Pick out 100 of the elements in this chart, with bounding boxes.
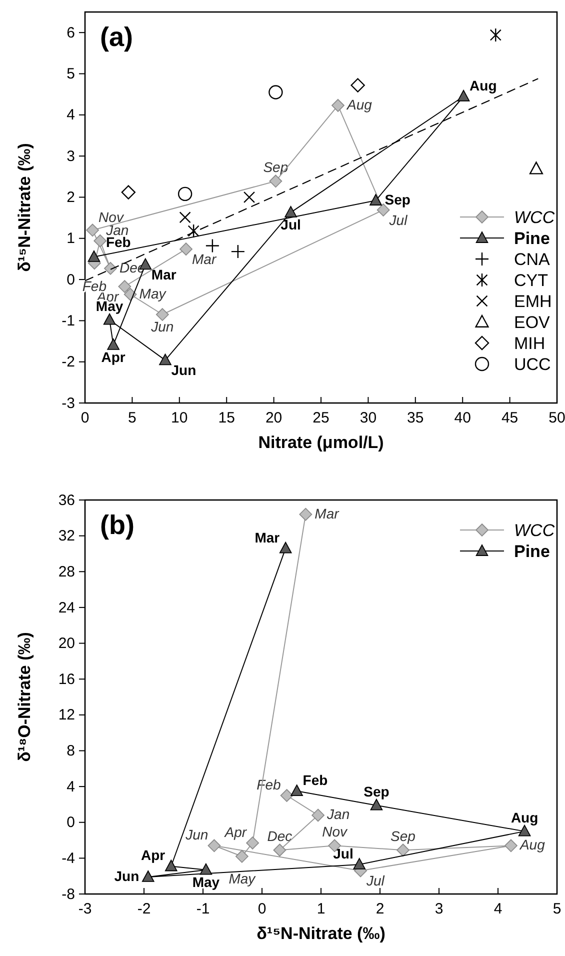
annotation: Aug — [470, 77, 497, 94]
x-tick-label: 3 — [434, 900, 444, 918]
point — [243, 191, 256, 204]
annotation: Jul — [388, 212, 408, 228]
point — [205, 238, 220, 253]
annotation: Jun — [171, 362, 196, 378]
annotation: Jun — [114, 868, 140, 884]
point — [246, 836, 260, 850]
x-tick-label: -3 — [78, 900, 92, 918]
x-tick-label: 40 — [454, 410, 471, 427]
y-tick-label: 4 — [66, 778, 75, 796]
point — [104, 262, 117, 275]
x-tick-label: -2 — [137, 900, 151, 918]
point — [290, 784, 303, 796]
point — [159, 354, 172, 366]
point — [179, 212, 191, 224]
annotation: Mar — [314, 505, 340, 522]
annotation: May — [139, 285, 167, 302]
point — [518, 824, 531, 836]
point — [273, 844, 286, 857]
y-tick-label: 0 — [66, 814, 75, 832]
point — [284, 206, 297, 218]
point — [504, 839, 518, 852]
point — [103, 313, 116, 325]
legend-label: Pine — [514, 229, 550, 248]
point — [299, 508, 312, 521]
point — [156, 308, 169, 321]
annotation: May — [228, 870, 256, 886]
point — [529, 162, 544, 174]
annotation: Dec — [267, 828, 292, 844]
point — [370, 798, 383, 810]
point — [269, 174, 282, 188]
annotation: Mar — [192, 251, 218, 268]
legend-label: Pine — [514, 542, 550, 561]
annotation: Aug — [510, 809, 538, 826]
y-tick-label: 0 — [66, 271, 75, 288]
point — [490, 28, 502, 42]
x-tick-label: -1 — [196, 900, 210, 918]
x-tick-label: 5 — [552, 900, 562, 918]
point — [86, 224, 99, 237]
y-tick-label: 8 — [66, 742, 75, 760]
annotation: Apr — [101, 348, 126, 365]
annotation: Sep — [263, 159, 288, 176]
point — [178, 186, 192, 202]
legend-label: CNA — [514, 250, 551, 269]
x-axis-title: Nitrate (μmol/L) — [258, 433, 384, 452]
legend-label: CYT — [514, 271, 548, 290]
point — [457, 90, 470, 102]
point — [268, 85, 283, 100]
legend-label: UCC — [514, 355, 551, 374]
chart-title: (a) — [100, 22, 133, 52]
annotation: Sep — [364, 783, 390, 800]
y-tick-label: 1 — [66, 230, 75, 248]
annotation: Jun — [184, 826, 208, 843]
y-tick-label: 12 — [58, 706, 75, 724]
y-tick-label: -3 — [62, 394, 75, 412]
point — [88, 250, 100, 262]
annotation: Mar — [254, 529, 280, 546]
legend-label: EMH — [514, 292, 552, 311]
x-tick-label: 0 — [80, 410, 90, 427]
annotation: Feb — [302, 772, 328, 788]
x-tick-label: 10 — [171, 410, 188, 427]
annotation: Apr — [224, 824, 248, 840]
point — [107, 338, 120, 350]
legend-label: WCC — [514, 208, 556, 227]
x-tick-label: 35 — [407, 410, 424, 427]
point — [350, 78, 365, 92]
y-tick-label: 6 — [66, 24, 75, 42]
point — [312, 808, 324, 822]
y-tick-label: 32 — [58, 528, 75, 545]
x-tick-label: 2 — [376, 900, 384, 918]
y-tick-label: 4 — [66, 106, 75, 124]
y-tick-label: -2 — [62, 354, 75, 371]
point — [353, 858, 366, 870]
point — [200, 863, 212, 875]
legend-label: WCC — [514, 521, 556, 540]
annotation: Mar — [151, 266, 177, 283]
y-tick-label: 36 — [58, 492, 75, 509]
point — [94, 234, 107, 248]
annotation: May — [192, 874, 220, 890]
y-tick-label: 16 — [58, 670, 75, 688]
x-tick-label: 5 — [128, 410, 136, 427]
point — [142, 870, 154, 882]
point — [370, 194, 382, 206]
x-tick-label: 20 — [265, 410, 282, 427]
point — [164, 860, 178, 872]
point — [230, 244, 246, 259]
y-tick-label: 28 — [58, 563, 75, 580]
x-tick-label: 50 — [548, 410, 565, 427]
point — [188, 224, 200, 238]
y-tick-label: -8 — [62, 886, 75, 903]
y-tick-label: -1 — [62, 312, 75, 330]
annotation: Feb — [256, 776, 281, 792]
x-axis-title: δ¹⁵N-Nitrate (‰) — [256, 924, 386, 943]
chart-title: (b) — [100, 510, 134, 540]
y-tick-label: -4 — [62, 850, 75, 867]
point — [279, 542, 292, 554]
x-tick-label: 0 — [258, 900, 266, 918]
legend-label: MIH — [514, 334, 546, 353]
annotation: Apr — [141, 847, 166, 864]
